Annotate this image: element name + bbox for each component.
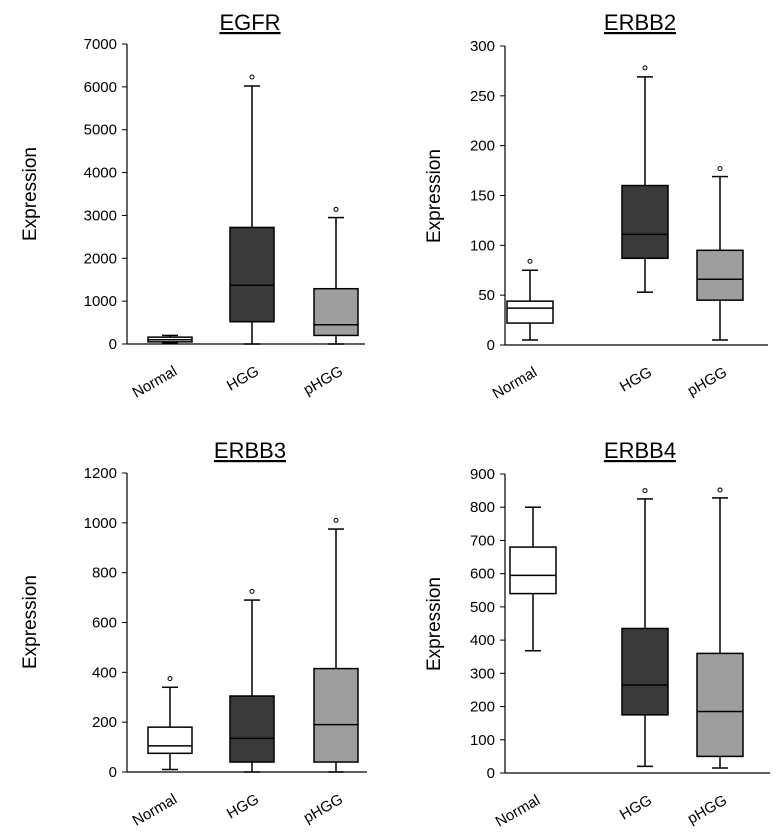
box-normal bbox=[506, 258, 554, 341]
panel-erbb2: ERBB2 Expression 0 50 100 150 200 250 300 Normal H… bbox=[424, 10, 768, 403]
y-tick-label: 800 bbox=[470, 499, 495, 516]
outlier-point bbox=[249, 588, 255, 594]
iqr-box bbox=[696, 652, 744, 758]
y-tick-label: 250 bbox=[470, 88, 495, 105]
category-label: HGG bbox=[617, 364, 655, 396]
y-tick-label: 3000 bbox=[84, 207, 117, 224]
y-tick-label: 1000 bbox=[84, 515, 117, 532]
category-label: Normal bbox=[490, 364, 540, 403]
iqr-box bbox=[313, 667, 359, 763]
category-label: HGG bbox=[224, 791, 262, 823]
iqr-box bbox=[509, 546, 557, 595]
y-tick-label: 4000 bbox=[84, 165, 117, 182]
box-phgg bbox=[696, 487, 744, 769]
outlier-point bbox=[717, 487, 723, 493]
y-tick-label: 100 bbox=[470, 237, 495, 254]
y-tick-label: 2000 bbox=[84, 250, 117, 267]
y-tick-label: 400 bbox=[92, 664, 117, 681]
y-tick-label: 1200 bbox=[84, 465, 117, 482]
category-label: pHGG bbox=[685, 792, 730, 828]
y-tick-label: 200 bbox=[92, 714, 117, 731]
iqr-box bbox=[621, 184, 669, 260]
category-label: pHGG bbox=[301, 363, 346, 399]
y-axis-label: Expression bbox=[424, 577, 445, 671]
iqr-box bbox=[229, 226, 275, 323]
box-normal bbox=[147, 334, 193, 344]
outlier-point bbox=[642, 65, 648, 71]
category-label: Normal bbox=[493, 792, 543, 831]
y-tick-label: 0 bbox=[487, 765, 495, 782]
y-tick-label: 400 bbox=[470, 632, 495, 649]
category-label: pHGG bbox=[301, 791, 346, 827]
y-axis-label: Expression bbox=[20, 147, 41, 241]
y-tick-label: 800 bbox=[92, 565, 117, 582]
outlier-point bbox=[717, 166, 723, 172]
category-label: HGG bbox=[617, 792, 655, 824]
y-tick-label: 50 bbox=[478, 287, 495, 304]
y-tick-label: 700 bbox=[470, 532, 495, 549]
y-tick-label: 5000 bbox=[84, 122, 117, 139]
panel-egfr: EGFR Expression 0 1000 2000 3000 4000 5000 6000 7… bbox=[20, 10, 365, 402]
chart-title: EGFR bbox=[219, 10, 280, 35]
panel-erbb3: ERBB3 Expression 0 200 400 600 800 1000 1200 Norm… bbox=[20, 438, 367, 830]
outlier-point bbox=[527, 258, 533, 264]
outlier-point bbox=[333, 517, 339, 523]
outlier-point bbox=[333, 206, 339, 212]
iqr-box bbox=[313, 287, 359, 337]
y-tick-label: 500 bbox=[470, 599, 495, 616]
y-tick-label: 6000 bbox=[84, 79, 117, 96]
y-tick-label: 100 bbox=[470, 732, 495, 749]
y-tick-label: 0 bbox=[487, 337, 495, 354]
box-hgg bbox=[621, 488, 669, 768]
y-tick-label: 200 bbox=[470, 138, 495, 155]
y-tick-label: 1000 bbox=[84, 293, 117, 310]
box-normal bbox=[147, 676, 193, 771]
panel-erbb4: ERBB4 Expression 0 100 200 300 400 500 600 700 800… bbox=[424, 438, 770, 831]
y-tick-label: 150 bbox=[470, 188, 495, 205]
y-tick-label: 0 bbox=[109, 764, 117, 781]
outlier-point bbox=[642, 488, 648, 494]
box-hgg bbox=[621, 65, 669, 293]
box-hgg bbox=[229, 74, 275, 345]
chart-title: ERBB3 bbox=[214, 438, 286, 463]
y-axis-label: Expression bbox=[424, 149, 445, 243]
y-tick-label: 0 bbox=[109, 336, 117, 353]
box-hgg bbox=[229, 588, 275, 773]
category-label: Normal bbox=[130, 363, 180, 402]
iqr-box bbox=[147, 726, 193, 755]
y-tick-label: 300 bbox=[470, 38, 495, 55]
chart-title: ERBB4 bbox=[604, 438, 676, 463]
box-phgg bbox=[696, 166, 744, 341]
y-tick-label: 900 bbox=[470, 466, 495, 483]
iqr-box bbox=[506, 300, 554, 324]
outlier-point bbox=[167, 676, 173, 682]
y-tick-label: 600 bbox=[92, 615, 117, 632]
category-label: pHGG bbox=[685, 364, 730, 400]
y-tick-label: 600 bbox=[470, 566, 495, 583]
y-tick-label: 300 bbox=[470, 665, 495, 682]
y-tick-label: 200 bbox=[470, 699, 495, 716]
iqr-box bbox=[229, 695, 275, 763]
iqr-box bbox=[696, 249, 744, 301]
category-label: HGG bbox=[224, 363, 262, 395]
box-phgg bbox=[313, 206, 359, 345]
outlier-point bbox=[249, 74, 255, 80]
box-phgg bbox=[313, 517, 359, 773]
iqr-box bbox=[621, 627, 669, 716]
y-tick-label: 7000 bbox=[84, 36, 117, 53]
y-axis-label: Expression bbox=[20, 575, 41, 669]
category-label: Normal bbox=[130, 791, 180, 830]
box-normal bbox=[509, 506, 557, 652]
chart-title: ERBB2 bbox=[604, 10, 676, 35]
